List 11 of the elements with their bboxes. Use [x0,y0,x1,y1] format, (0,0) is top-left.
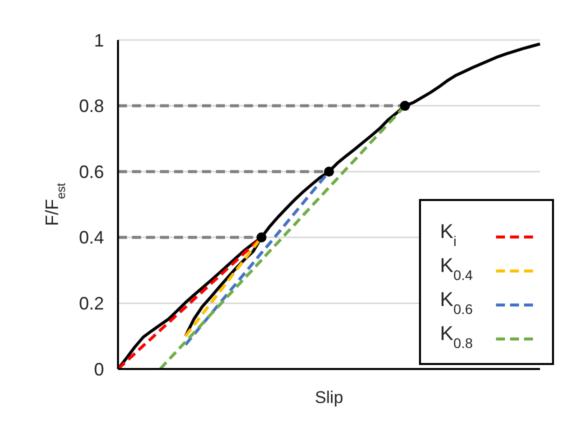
y-tick-label: 0.4 [78,228,104,248]
legend-label: K$_{0.4}$ [440,255,474,283]
y-tick-label: 0 [94,359,104,380]
y-tick-label: 0.6 [78,162,104,182]
legend-label: K$_{0.6}$ [440,289,474,317]
legend-label: K$_{i}$ [440,221,456,249]
y-tick-label: 0.8 [78,96,104,116]
x-axis-title: Slip [314,388,344,407]
legend-label: K$_{0.8}$ [440,323,474,351]
y-tick-label: 1 [94,30,104,50]
y-tick-label: 0.2 [78,294,104,314]
